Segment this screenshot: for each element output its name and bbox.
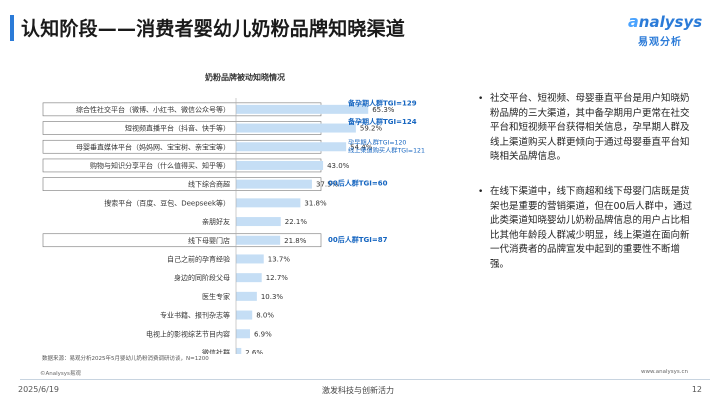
bar: [236, 104, 369, 114]
bar: [236, 198, 301, 208]
bar: [236, 142, 347, 152]
bar: [236, 273, 262, 283]
value-label: 65.3%: [372, 106, 395, 114]
logo-wordmark-rest: nalysys: [638, 13, 703, 31]
category-label: 自己之前的孕育经验: [167, 254, 230, 263]
tgi-annotation: 00后人群TGI=87: [328, 235, 388, 244]
category-label: 短视频直播平台（抖音、快手等）: [125, 124, 230, 133]
category-label: 母婴垂直媒体平台（妈妈网、宝宝树、亲宝宝等）: [76, 142, 230, 151]
tgi-annotation: 线上渠道购买人群TGI=121: [348, 146, 425, 154]
value-label: 59.2%: [360, 125, 383, 133]
bullet-dot-icon: •: [478, 186, 484, 197]
insight-bullet-1: • 社交平台、短视频、母婴垂直平台是用户知晓奶粉品牌的三大渠道，其中备孕期用户更…: [478, 92, 693, 165]
bar: [236, 291, 257, 301]
tgi-annotation: 00后人群TGI=60: [328, 179, 388, 188]
bar: [236, 217, 281, 227]
footer-slogan: 激发科技与创新活力: [322, 386, 394, 395]
insight-bullet-text-1: 社交平台、短视频、母婴垂直平台是用户知晓奶粉品牌的三大渠道，其中备孕期用户更常在…: [490, 93, 690, 163]
insight-bullet-2: • 在线下渠道中，线下商超和线下母婴门店既是货架也是重要的营销渠道，但在00后人…: [478, 185, 693, 273]
value-label: 12.7%: [266, 274, 289, 282]
value-label: 43.0%: [327, 162, 350, 170]
insight-bullets: • 社交平台、短视频、母婴垂直平台是用户知晓奶粉品牌的三大渠道，其中备孕期用户更…: [478, 92, 693, 293]
category-label: 专业书籍、报刊杂志等: [160, 311, 230, 320]
title-accent-bar: [10, 15, 14, 41]
tgi-annotation: 备孕期人群TGI=129: [347, 98, 417, 107]
category-label: 医生专家: [202, 292, 230, 301]
logo-wordmark-a: a: [628, 12, 639, 31]
category-label: 线下综合商超: [188, 180, 230, 189]
value-label: 8.0%: [256, 312, 274, 320]
bar: [236, 329, 250, 339]
tgi-annotation: 孕早期人群TGI=120: [348, 138, 406, 146]
value-label: 6.9%: [254, 330, 272, 338]
category-label: 电视上的影视综艺节目内容: [146, 329, 230, 338]
category-label: 购物与知识分享平台（什么值得买、知乎等）: [90, 161, 230, 170]
category-label: 搜索平台（百度、豆包、Deepseek等）: [104, 198, 230, 207]
analysys-logo: analysys 易观分析: [628, 12, 708, 52]
logo-subtitle: 易观分析: [638, 37, 682, 48]
bar: [236, 160, 324, 170]
data-source-note: 数据来源：易观分析2025年5月婴幼儿奶粉消费调研访谈，N=1200: [42, 356, 209, 362]
bar: [236, 310, 253, 320]
page-title: 认知阶段——消费者婴幼儿奶粉品牌知晓渠道: [21, 18, 406, 40]
value-label: 2.6%: [245, 349, 263, 354]
insight-bullet-text-2: 在线下渠道中，线下商超和线下母婴门店既是货架也是重要的营销渠道，但在00后人群中…: [490, 185, 693, 270]
logo-wordmark: analysys: [628, 12, 702, 31]
copyright: ©Analysys易观: [40, 371, 81, 377]
value-label: 37.5%: [316, 181, 339, 189]
chart-title: 奶粉品牌被动知晓情况: [205, 73, 285, 82]
category-label: 身边的同阶段父母: [174, 273, 230, 282]
bar: [236, 254, 264, 264]
awareness-bar-chart: 综合性社交平台（微博、小红书、微信公众号等） 65.3% 短视频直播平台（抖音、快手…: [42, 98, 425, 354]
value-label: 54.4%: [350, 143, 373, 151]
bar: [236, 235, 281, 245]
website-link[interactable]: www.analysys.cn: [641, 369, 688, 375]
highlight-box: [42, 177, 322, 191]
footer-date: 2025/6/19: [18, 385, 60, 394]
value-label: 22.1%: [285, 218, 308, 226]
footer-divider: [20, 379, 710, 380]
page-number: 12: [691, 385, 702, 394]
bar: [236, 179, 312, 189]
category-label: 亲朋好友: [202, 217, 230, 226]
value-label: 31.8%: [304, 199, 327, 207]
tgi-annotation: 备孕期人群TGI=124: [347, 117, 417, 126]
bullet-dot-icon: •: [478, 94, 484, 104]
value-label: 10.3%: [261, 293, 284, 301]
value-label: 21.8%: [284, 237, 307, 245]
value-label: 13.7%: [268, 255, 291, 263]
category-label: 综合性社交平台（微博、小红书、微信公众号等）: [76, 105, 230, 114]
category-label: 线下母婴门店: [188, 236, 230, 245]
highlight-box: [42, 233, 322, 248]
bar: [236, 347, 242, 354]
bar: [236, 123, 356, 133]
category-label: 微信社群: [202, 348, 230, 354]
